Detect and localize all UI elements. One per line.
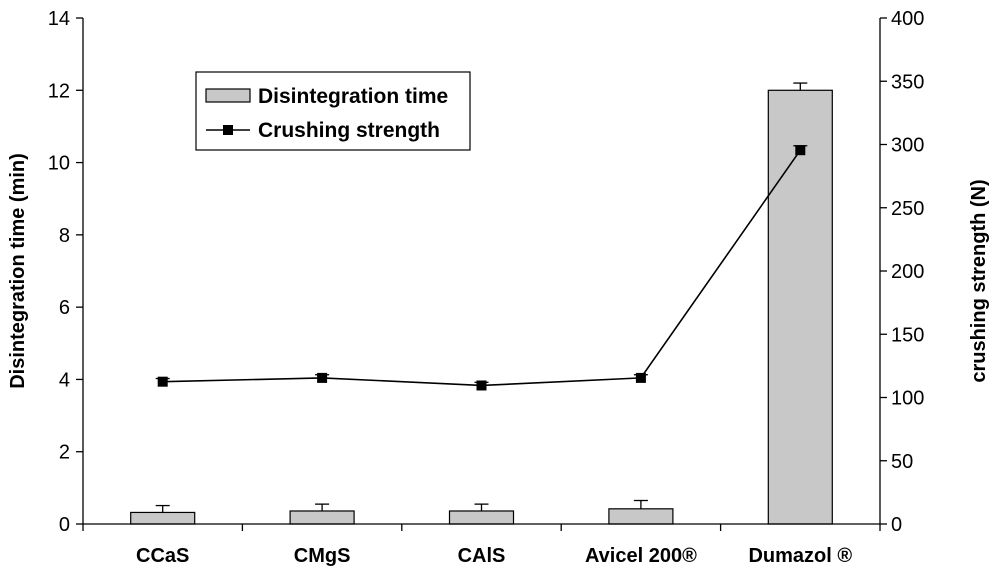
category-label: CAlS: [458, 545, 506, 567]
bar: [608, 508, 674, 525]
line-point-marker: [795, 145, 806, 156]
left-tick-label: 8: [59, 225, 70, 247]
line-series: [155, 145, 808, 391]
line-point-marker: [635, 372, 646, 383]
category-label: Avicel 200®: [585, 545, 697, 567]
legend-label: Crushing strength: [258, 119, 440, 142]
right-axis-title: crushing strength (N): [968, 179, 990, 382]
left-tick-label: 2: [59, 442, 70, 464]
left-tick-label: 4: [59, 369, 70, 391]
crushing-strength-line: [162, 149, 801, 387]
left-tick-label: 14: [48, 8, 70, 30]
line-point-marker: [476, 380, 487, 391]
right-tick-label: 300: [891, 135, 924, 157]
right-tick-label: 50: [891, 451, 913, 473]
legend: Disintegration time Crushing strength: [195, 71, 471, 151]
category-label: CCaS: [136, 545, 189, 567]
bar: [767, 89, 833, 525]
left-tick-label: 0: [59, 514, 70, 536]
axes: 0 2 4 6 8 10 12 14 0 50 100 150 200 250 300 350 400 CCaS C…: [7, 8, 990, 567]
bar: [448, 510, 515, 525]
right-tick-label: 250: [891, 198, 924, 220]
line-point-marker: [157, 376, 168, 387]
right-tick-label: 100: [891, 388, 924, 410]
left-tick-label: 10: [48, 153, 70, 175]
bar: [130, 511, 196, 525]
bar: [289, 510, 355, 525]
right-tick-label: 200: [891, 261, 924, 283]
line-point-marker: [317, 372, 328, 383]
left-tick-label: 12: [48, 80, 70, 102]
left-tick-label: 6: [59, 297, 70, 319]
legend-box: [195, 71, 471, 151]
legend-marker-swatch: [223, 125, 233, 135]
category-label: CMgS: [294, 545, 351, 567]
legend-label: Disintegration time: [258, 85, 448, 108]
legend-bar-swatch: [205, 88, 251, 103]
right-tick-label: 150: [891, 324, 924, 346]
right-tick-label: 400: [891, 8, 924, 30]
category-label: Dumazol ®: [748, 545, 852, 567]
right-tick-label: 350: [891, 71, 924, 93]
left-axis-title: Disintegration time (min): [7, 153, 29, 389]
right-tick-label: 0: [891, 514, 902, 536]
